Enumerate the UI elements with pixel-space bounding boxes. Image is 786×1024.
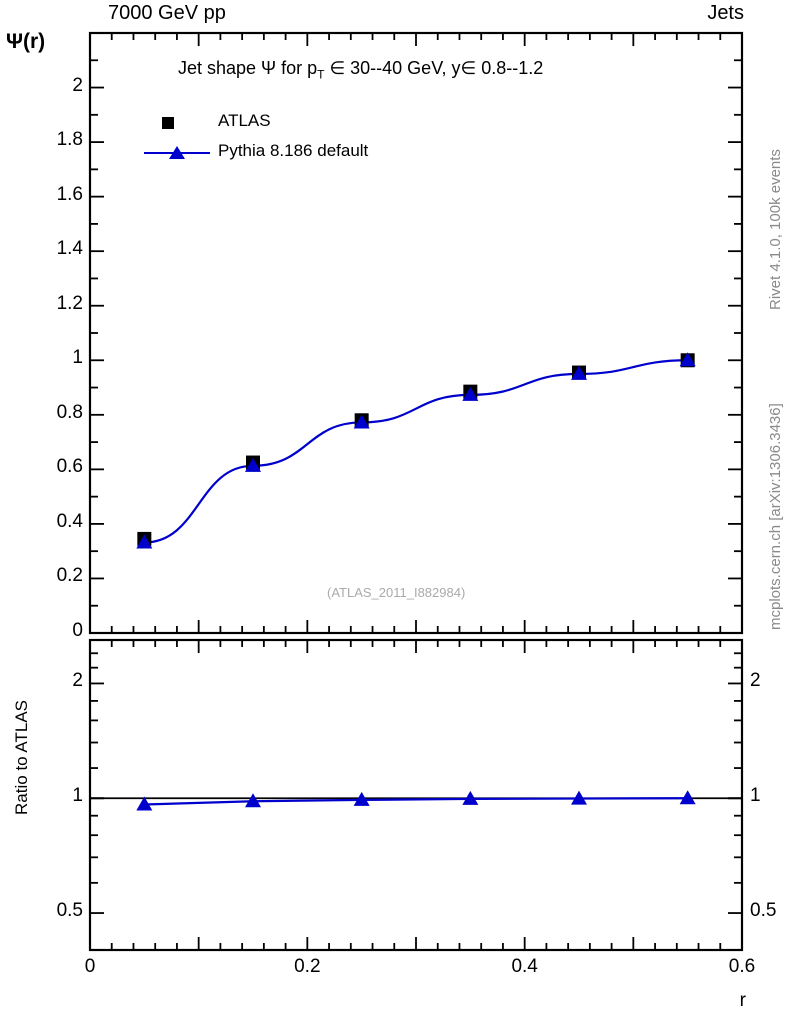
triangle-marker-icon	[169, 146, 185, 159]
pythia-data-point	[571, 365, 587, 380]
y-tick-label-main: 1.2	[56, 292, 83, 314]
pythia-ratio-point	[245, 793, 261, 808]
ratio-panel-frame	[88, 638, 744, 952]
analysis-watermark: (ATLAS_2011_I882984)	[327, 585, 466, 600]
y-tick-label-main: 0.8	[56, 401, 83, 423]
y-tick-label-main: 2	[72, 74, 83, 96]
x-tick-label: 0	[84, 956, 96, 977]
y-tick-label-main: 1.6	[56, 183, 83, 205]
main-panel-frame	[88, 31, 744, 635]
legend-label-atlas: ATLAS	[218, 111, 271, 130]
title-pre: Jet shape Ψ for p	[178, 58, 318, 78]
pythia-ratio-point	[571, 790, 587, 805]
pythia-data-point	[462, 386, 479, 401]
y-tick-label-main: 0.2	[56, 565, 83, 587]
pythia-ratio-point	[679, 790, 696, 805]
y-tick-label-ratio: 2	[72, 670, 83, 692]
pythia-data-point	[679, 352, 696, 367]
y-tick-label-ratio: 1	[72, 785, 83, 807]
x-tick-label: 0.6	[728, 956, 756, 977]
pythia-data-point	[353, 414, 370, 429]
pythia-data-point	[136, 534, 153, 549]
y-tick-label-main: 0.6	[56, 456, 83, 478]
main-y-axis-label: Ψ(r)	[6, 30, 46, 53]
y-tick-label-ratio-right: 1	[750, 785, 761, 807]
x-tick-label: 0.2	[294, 956, 321, 977]
header-category-label: Jets	[707, 2, 744, 24]
pythia-ratio-line	[144, 797, 688, 806]
title-post: ∈ 30--40 GeV, y∈ 0.8--1.2	[324, 58, 544, 78]
y-tick-label-main: 1	[72, 347, 83, 369]
legend-label-pythia: Pythia 8.186 default	[218, 141, 369, 160]
y-tick-label-main: 0	[72, 620, 83, 641]
x-tick-label: 0.4	[511, 956, 538, 977]
pythia-ratio-point	[353, 791, 370, 806]
main-plot-title: Jet shape Ψ for pT ∈ 30--40 GeV, y∈ 0.8-…	[178, 58, 543, 82]
y-tick-label-ratio: 0.5	[56, 900, 83, 922]
y-tick-label-main: 0.4	[56, 510, 83, 532]
pythia-data-point	[245, 457, 261, 472]
x-axis-label: r	[739, 990, 746, 1011]
header-beam-label: 7000 GeV pp	[108, 2, 226, 24]
y-tick-label-ratio-right: 0.5	[750, 900, 777, 922]
pythia-main-line	[144, 359, 688, 544]
y-tick-label-main: 1.4	[56, 238, 83, 260]
y-tick-label-main: 1.8	[56, 129, 83, 151]
pythia-ratio-point	[136, 796, 153, 811]
y-tick-label-ratio-right: 2	[750, 670, 761, 692]
pythia-ratio-point	[462, 790, 479, 805]
title-subscript: T	[317, 67, 325, 82]
square-marker-icon	[162, 117, 174, 129]
